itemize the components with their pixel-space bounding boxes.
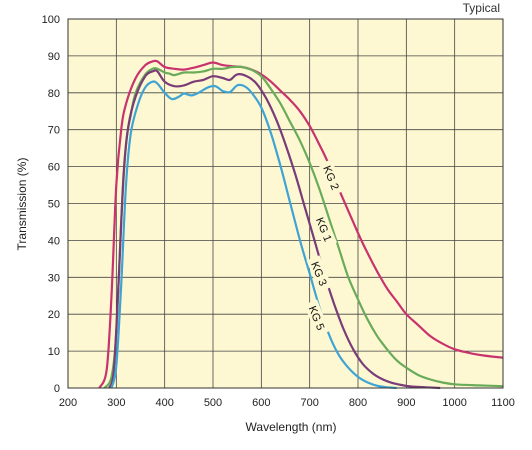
- series-lines: [98, 59, 504, 390]
- series-line-kg-3: [108, 69, 441, 390]
- y-tick-label: 0: [54, 383, 60, 395]
- y-tick-label: 10: [48, 346, 60, 358]
- y-tick-label: 80: [48, 88, 60, 100]
- series-label-bg-kg-2: [318, 159, 345, 197]
- y-tick-label: 100: [42, 14, 60, 26]
- y-tick-label: 70: [48, 125, 60, 137]
- x-tick-label: 700: [300, 397, 318, 409]
- x-tick-label: 800: [349, 397, 367, 409]
- x-tick-label: 300: [107, 397, 125, 409]
- x-axis-ticks: 200 300 400 500 600 700 800 900 1000 1100: [59, 397, 515, 409]
- y-tick-label: 20: [48, 309, 60, 321]
- y-tick-label: 90: [48, 51, 60, 63]
- y-tick-label: 50: [48, 199, 60, 211]
- x-axis-title: Wavelength (nm): [246, 420, 337, 434]
- y-tick-label: 60: [48, 162, 60, 174]
- y-tick-label: 30: [48, 272, 60, 284]
- x-tick-label: 600: [252, 397, 270, 409]
- plot-frame: [67, 18, 504, 389]
- x-tick-label: 900: [397, 397, 415, 409]
- series-line-kg-2: [98, 59, 504, 389]
- typical-label: Typical: [463, 1, 500, 15]
- series-label-bg-kg-1: [311, 210, 338, 248]
- series-label-bg-kg-3: [306, 255, 333, 292]
- series-label-bg-kg-5: [304, 299, 330, 337]
- y-axis-title: Transmission (%): [15, 158, 29, 251]
- y-axis-ticks: 0 10 20 30 40 50 60 70 80 90 100: [42, 14, 60, 395]
- x-tick-label: 400: [155, 397, 173, 409]
- series-line-kg-5: [110, 80, 397, 390]
- x-tick-label: 1100: [491, 397, 515, 409]
- y-tick-label: 40: [48, 235, 60, 247]
- x-tick-label: 1000: [442, 397, 466, 409]
- x-tick-label: 200: [59, 397, 77, 409]
- x-tick-label: 500: [204, 397, 222, 409]
